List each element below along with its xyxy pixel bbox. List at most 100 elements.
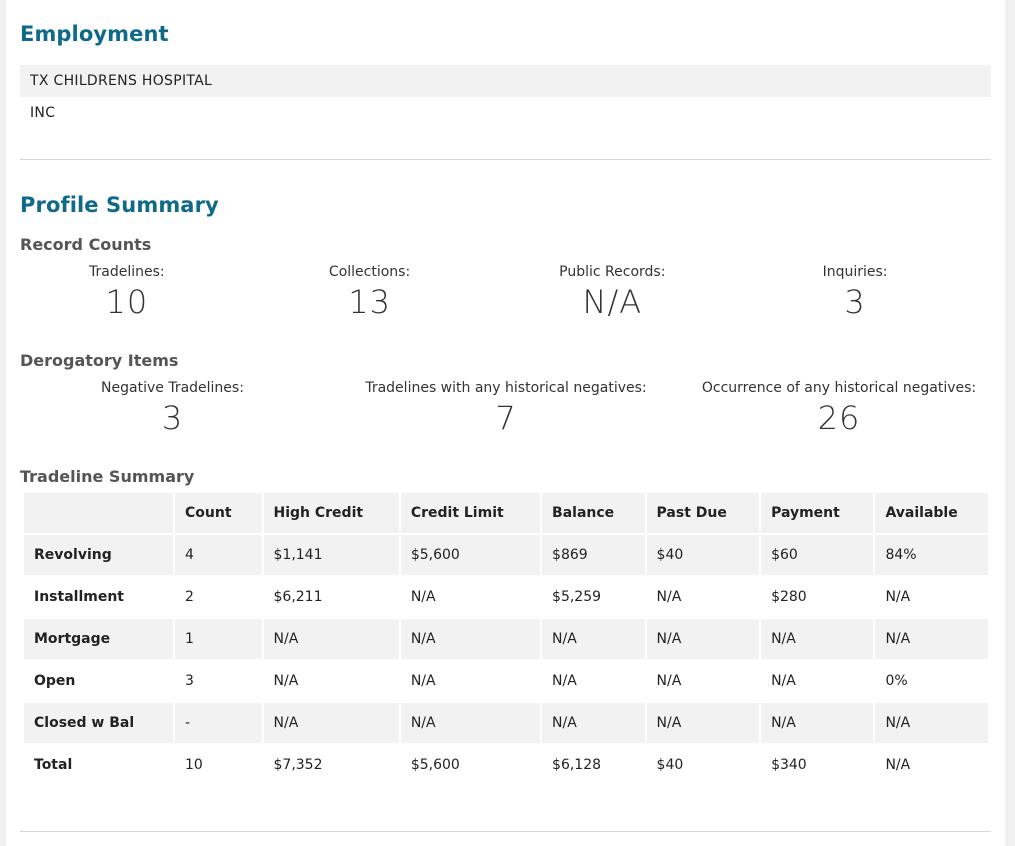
column-header: Count (175, 493, 262, 533)
record-counts: Tradelines: 10 Collections: 13 Public Re… (20, 262, 991, 320)
row-label: Installment (24, 577, 174, 617)
table-cell: N/A (400, 661, 541, 701)
stat-value: 7 (495, 399, 517, 437)
stat-value: 3 (844, 283, 866, 321)
table-cell: N/A (646, 703, 760, 743)
table-cell: $6,211 (263, 577, 399, 617)
employment-title: Employment (20, 22, 169, 46)
stat-negative-tradelines: Negative Tradelines: 3 (20, 378, 325, 436)
table-cell: N/A (761, 661, 874, 701)
derogatory-items: Negative Tradelines: 3 Tradelines with a… (20, 378, 991, 436)
stat-value: 26 (817, 399, 861, 437)
stat-public-records: Public Records: N/A (506, 262, 720, 320)
table-cell: N/A (263, 703, 399, 743)
profile-summary-title: Profile Summary (20, 193, 219, 217)
table-cell: N/A (542, 703, 645, 743)
section-divider (20, 159, 991, 160)
column-header: Payment (761, 493, 874, 533)
row-label: Open (24, 661, 174, 701)
table-cell: N/A (400, 577, 541, 617)
table-cell: $1,141 (263, 535, 399, 575)
table-cell: N/A (646, 577, 760, 617)
stat-historical-negatives: Tradelines with any historical negatives… (325, 378, 687, 436)
table-cell: N/A (263, 661, 399, 701)
report-page: Employment TX CHILDRENS HOSPITAL INC Pro… (6, 0, 1005, 846)
table-cell: N/A (542, 619, 645, 659)
table-cell: N/A (400, 703, 541, 743)
stat-label: Tradelines: (89, 264, 165, 280)
stat-label: Occurrence of any historical negatives: (701, 380, 977, 396)
column-header: Balance (542, 493, 645, 533)
stat-label: Inquiries: (822, 264, 888, 280)
table-row: Closed w Bal - N/A N/A N/A N/A N/A N/A (24, 703, 988, 743)
stat-label: Public Records: (559, 264, 666, 280)
table-cell: $280 (761, 577, 874, 617)
table-cell: N/A (263, 619, 399, 659)
stat-value: 3 (161, 399, 184, 437)
employment-list: TX CHILDRENS HOSPITAL INC (20, 65, 991, 129)
derogatory-title: Derogatory Items (20, 351, 179, 370)
table-cell: 84% (875, 535, 988, 575)
table-row: Installment 2 $6,211 N/A $5,259 N/A $280… (24, 577, 988, 617)
row-label: Revolving (24, 535, 174, 575)
table-cell: $6,128 (542, 745, 645, 785)
stat-value: N/A (582, 283, 643, 321)
column-header: Available (875, 493, 988, 533)
employment-section: Employment (20, 22, 991, 46)
table-cell: N/A (875, 703, 988, 743)
table-cell: N/A (400, 619, 541, 659)
stat-value: 10 (105, 283, 149, 321)
stat-tradelines: Tradelines: 10 (20, 262, 234, 320)
column-header: Credit Limit (400, 493, 541, 533)
table-cell: N/A (542, 661, 645, 701)
record-counts-header: Record Counts (20, 235, 991, 254)
row-label: Closed w Bal (24, 703, 174, 743)
table-cell: N/A (875, 577, 988, 617)
table-row: Revolving 4 $1,141 $5,600 $869 $40 $60 8… (24, 535, 988, 575)
record-counts-title: Record Counts (20, 235, 152, 254)
profile-summary-header: Profile Summary (20, 193, 991, 217)
table-cell: N/A (875, 619, 988, 659)
employment-line: INC (30, 105, 56, 121)
table-cell: 0% (875, 661, 988, 701)
tradeline-summary-title: Tradeline Summary (20, 467, 195, 486)
table-cell: $340 (761, 745, 874, 785)
table-cell: $7,352 (263, 745, 399, 785)
stat-value: 13 (348, 283, 391, 321)
stat-label: Negative Tradelines: (101, 380, 244, 396)
table-cell: 2 (175, 577, 262, 617)
stat-inquiries: Inquiries: 3 (719, 262, 991, 320)
column-header: Past Due (646, 493, 760, 533)
row-label: Mortgage (24, 619, 174, 659)
table-row: Mortgage 1 N/A N/A N/A N/A N/A N/A (24, 619, 988, 659)
table-cell: $869 (542, 535, 645, 575)
row-label: Total (24, 745, 174, 785)
stat-label: Collections: (328, 264, 411, 280)
table-header-row: Count High Credit Credit Limit Balance P… (24, 493, 988, 533)
table-cell: $5,600 (400, 535, 541, 575)
stat-collections: Collections: 13 (234, 262, 506, 320)
employment-line: TX CHILDRENS HOSPITAL (20, 65, 991, 97)
table-cell: $5,600 (400, 745, 541, 785)
table-cell: N/A (646, 661, 760, 701)
table-cell: 3 (175, 661, 262, 701)
tradeline-summary-header: Tradeline Summary (20, 467, 991, 486)
table-row: Total 10 $7,352 $5,600 $6,128 $40 $340 N… (24, 745, 988, 785)
table-cell: - (175, 703, 262, 743)
column-header (24, 493, 174, 533)
derogatory-header: Derogatory Items (20, 351, 991, 370)
table-cell: 4 (175, 535, 262, 575)
table-cell: $40 (646, 535, 760, 575)
table-cell: 10 (175, 745, 262, 785)
table-cell: $40 (646, 745, 760, 785)
table-cell: $5,259 (542, 577, 645, 617)
section-divider (20, 831, 991, 832)
table-cell: $60 (761, 535, 874, 575)
table-cell: N/A (761, 703, 874, 743)
tradeline-summary-table: Count High Credit Credit Limit Balance P… (22, 491, 990, 787)
table-cell: N/A (646, 619, 760, 659)
column-header: High Credit (263, 493, 399, 533)
table-cell: 1 (175, 619, 262, 659)
stat-label: Tradelines with any historical negatives… (365, 380, 647, 396)
table-row: Open 3 N/A N/A N/A N/A N/A 0% (24, 661, 988, 701)
